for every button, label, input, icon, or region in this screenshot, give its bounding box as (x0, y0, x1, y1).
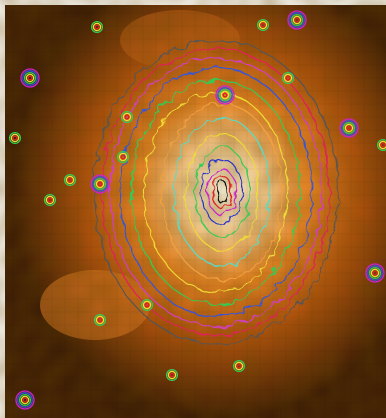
source-contour (124, 114, 130, 120)
source-contour (93, 313, 107, 327)
source-contour (120, 154, 126, 160)
contour (119, 67, 313, 317)
source-contour (97, 181, 103, 187)
source-contour (20, 68, 40, 88)
source-contour (222, 92, 228, 98)
source-contour (218, 88, 232, 102)
source-contour (220, 90, 230, 100)
source-contour (95, 179, 105, 189)
source-contour (47, 197, 53, 203)
source-contour (20, 395, 30, 405)
source-contour (120, 110, 134, 124)
source-contour (43, 193, 57, 207)
source-contour (118, 152, 128, 162)
source-contour (290, 13, 304, 27)
contour (173, 117, 271, 267)
source-contour (341, 120, 357, 136)
source-contour (12, 135, 18, 141)
source-contour (344, 123, 354, 133)
source-contour (258, 20, 268, 30)
source-contour (17, 392, 33, 408)
source-contour (283, 73, 293, 83)
source-contour (167, 370, 177, 380)
source-contour (22, 70, 38, 86)
source-contour (93, 177, 107, 191)
source-contour (234, 361, 244, 371)
source-contour (90, 174, 110, 194)
source-contour (376, 138, 386, 152)
source-contour (289, 12, 305, 28)
source-contour (8, 131, 22, 145)
source-contour (236, 363, 242, 369)
source-contour (116, 150, 130, 164)
source-contour (367, 265, 383, 281)
contour (131, 79, 301, 305)
source-contour (380, 142, 386, 148)
source-contour (27, 75, 33, 81)
source-contour (169, 372, 175, 378)
source-contour (342, 121, 356, 135)
source-contour (15, 390, 35, 410)
source-contour (370, 268, 380, 278)
source-contour (287, 10, 307, 30)
source-contour (45, 195, 55, 205)
source-contour (346, 125, 352, 131)
source-contour (142, 300, 152, 310)
contour (185, 133, 259, 251)
contour (93, 39, 339, 345)
source-contour (292, 15, 302, 25)
source-contour (22, 397, 28, 403)
source-contour (122, 112, 132, 122)
source-contour (365, 263, 385, 283)
contour (201, 158, 243, 226)
source-contour (63, 173, 77, 187)
source-contour (95, 315, 105, 325)
source-contour (281, 71, 295, 85)
contour (211, 175, 233, 209)
source-contour (97, 317, 103, 323)
source-contour (94, 24, 100, 30)
source-contour (18, 393, 32, 407)
source-contour (67, 177, 73, 183)
contour (109, 57, 323, 327)
source-contour (378, 140, 386, 150)
source-contour (215, 85, 235, 105)
contour (101, 48, 331, 336)
source-contour (232, 359, 246, 373)
source-contour (260, 22, 266, 28)
source-contour (140, 298, 154, 312)
source-contour (90, 20, 104, 34)
source-contour (92, 176, 108, 192)
source-contour (144, 302, 150, 308)
source-contour (65, 175, 75, 185)
source-contour (339, 118, 359, 138)
point-sources (8, 10, 386, 410)
source-contour (23, 71, 37, 85)
source-contour (165, 368, 179, 382)
contour (194, 146, 250, 238)
source-contour (285, 75, 291, 81)
contour (215, 180, 229, 204)
contour (207, 168, 237, 216)
source-contour (25, 73, 35, 83)
source-contour (92, 22, 102, 32)
source-contour (368, 266, 382, 280)
pixel-overlay (5, 5, 386, 418)
source-contour (10, 133, 20, 143)
source-contour (372, 270, 378, 276)
source-contour (294, 17, 300, 23)
source-contour (256, 18, 270, 32)
source-contour (217, 87, 233, 103)
